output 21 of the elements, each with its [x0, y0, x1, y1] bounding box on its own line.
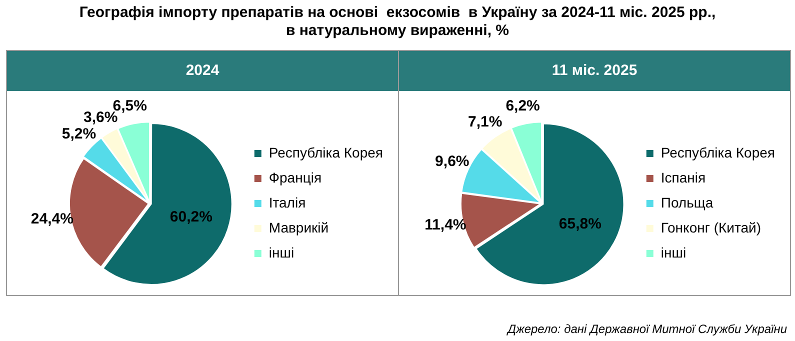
legend-label: Іспанія	[660, 169, 706, 186]
text: Джерело: дані Державної Митної Служби України	[508, 322, 787, 336]
data-label: 5,2%	[62, 126, 96, 143]
legend-label: Гонконг (Китай)	[660, 219, 762, 236]
data-label: 9,6%	[435, 152, 470, 170]
data-label: 6,2%	[506, 98, 540, 115]
legend-label: Польща	[660, 194, 714, 210]
data-label: 6,5%	[112, 98, 147, 115]
data-label: 7,1%	[468, 114, 502, 131]
chart-title: Географія імпорту препаратів на основі екзосомів в Україну за 2024-11 міс. 2025 рр., в натуральному вираженні, %	[78, 4, 717, 40]
legend-label: Республіка Корея	[660, 144, 776, 160]
legend-label: Республіка Корея	[268, 144, 384, 160]
chart-subtitle: 11 міс. 2025	[399, 51, 790, 91]
legend-label: Франція	[268, 169, 322, 186]
data-label: 60,2%	[170, 208, 212, 226]
legend-label: Маврикій	[268, 219, 329, 236]
legend-label: Італія	[268, 194, 306, 210]
chart-subtitle: 2024	[7, 51, 398, 91]
legend-label: інші	[660, 244, 686, 260]
data-label: 65,8%	[558, 215, 602, 232]
legend-label: інші	[268, 244, 294, 260]
